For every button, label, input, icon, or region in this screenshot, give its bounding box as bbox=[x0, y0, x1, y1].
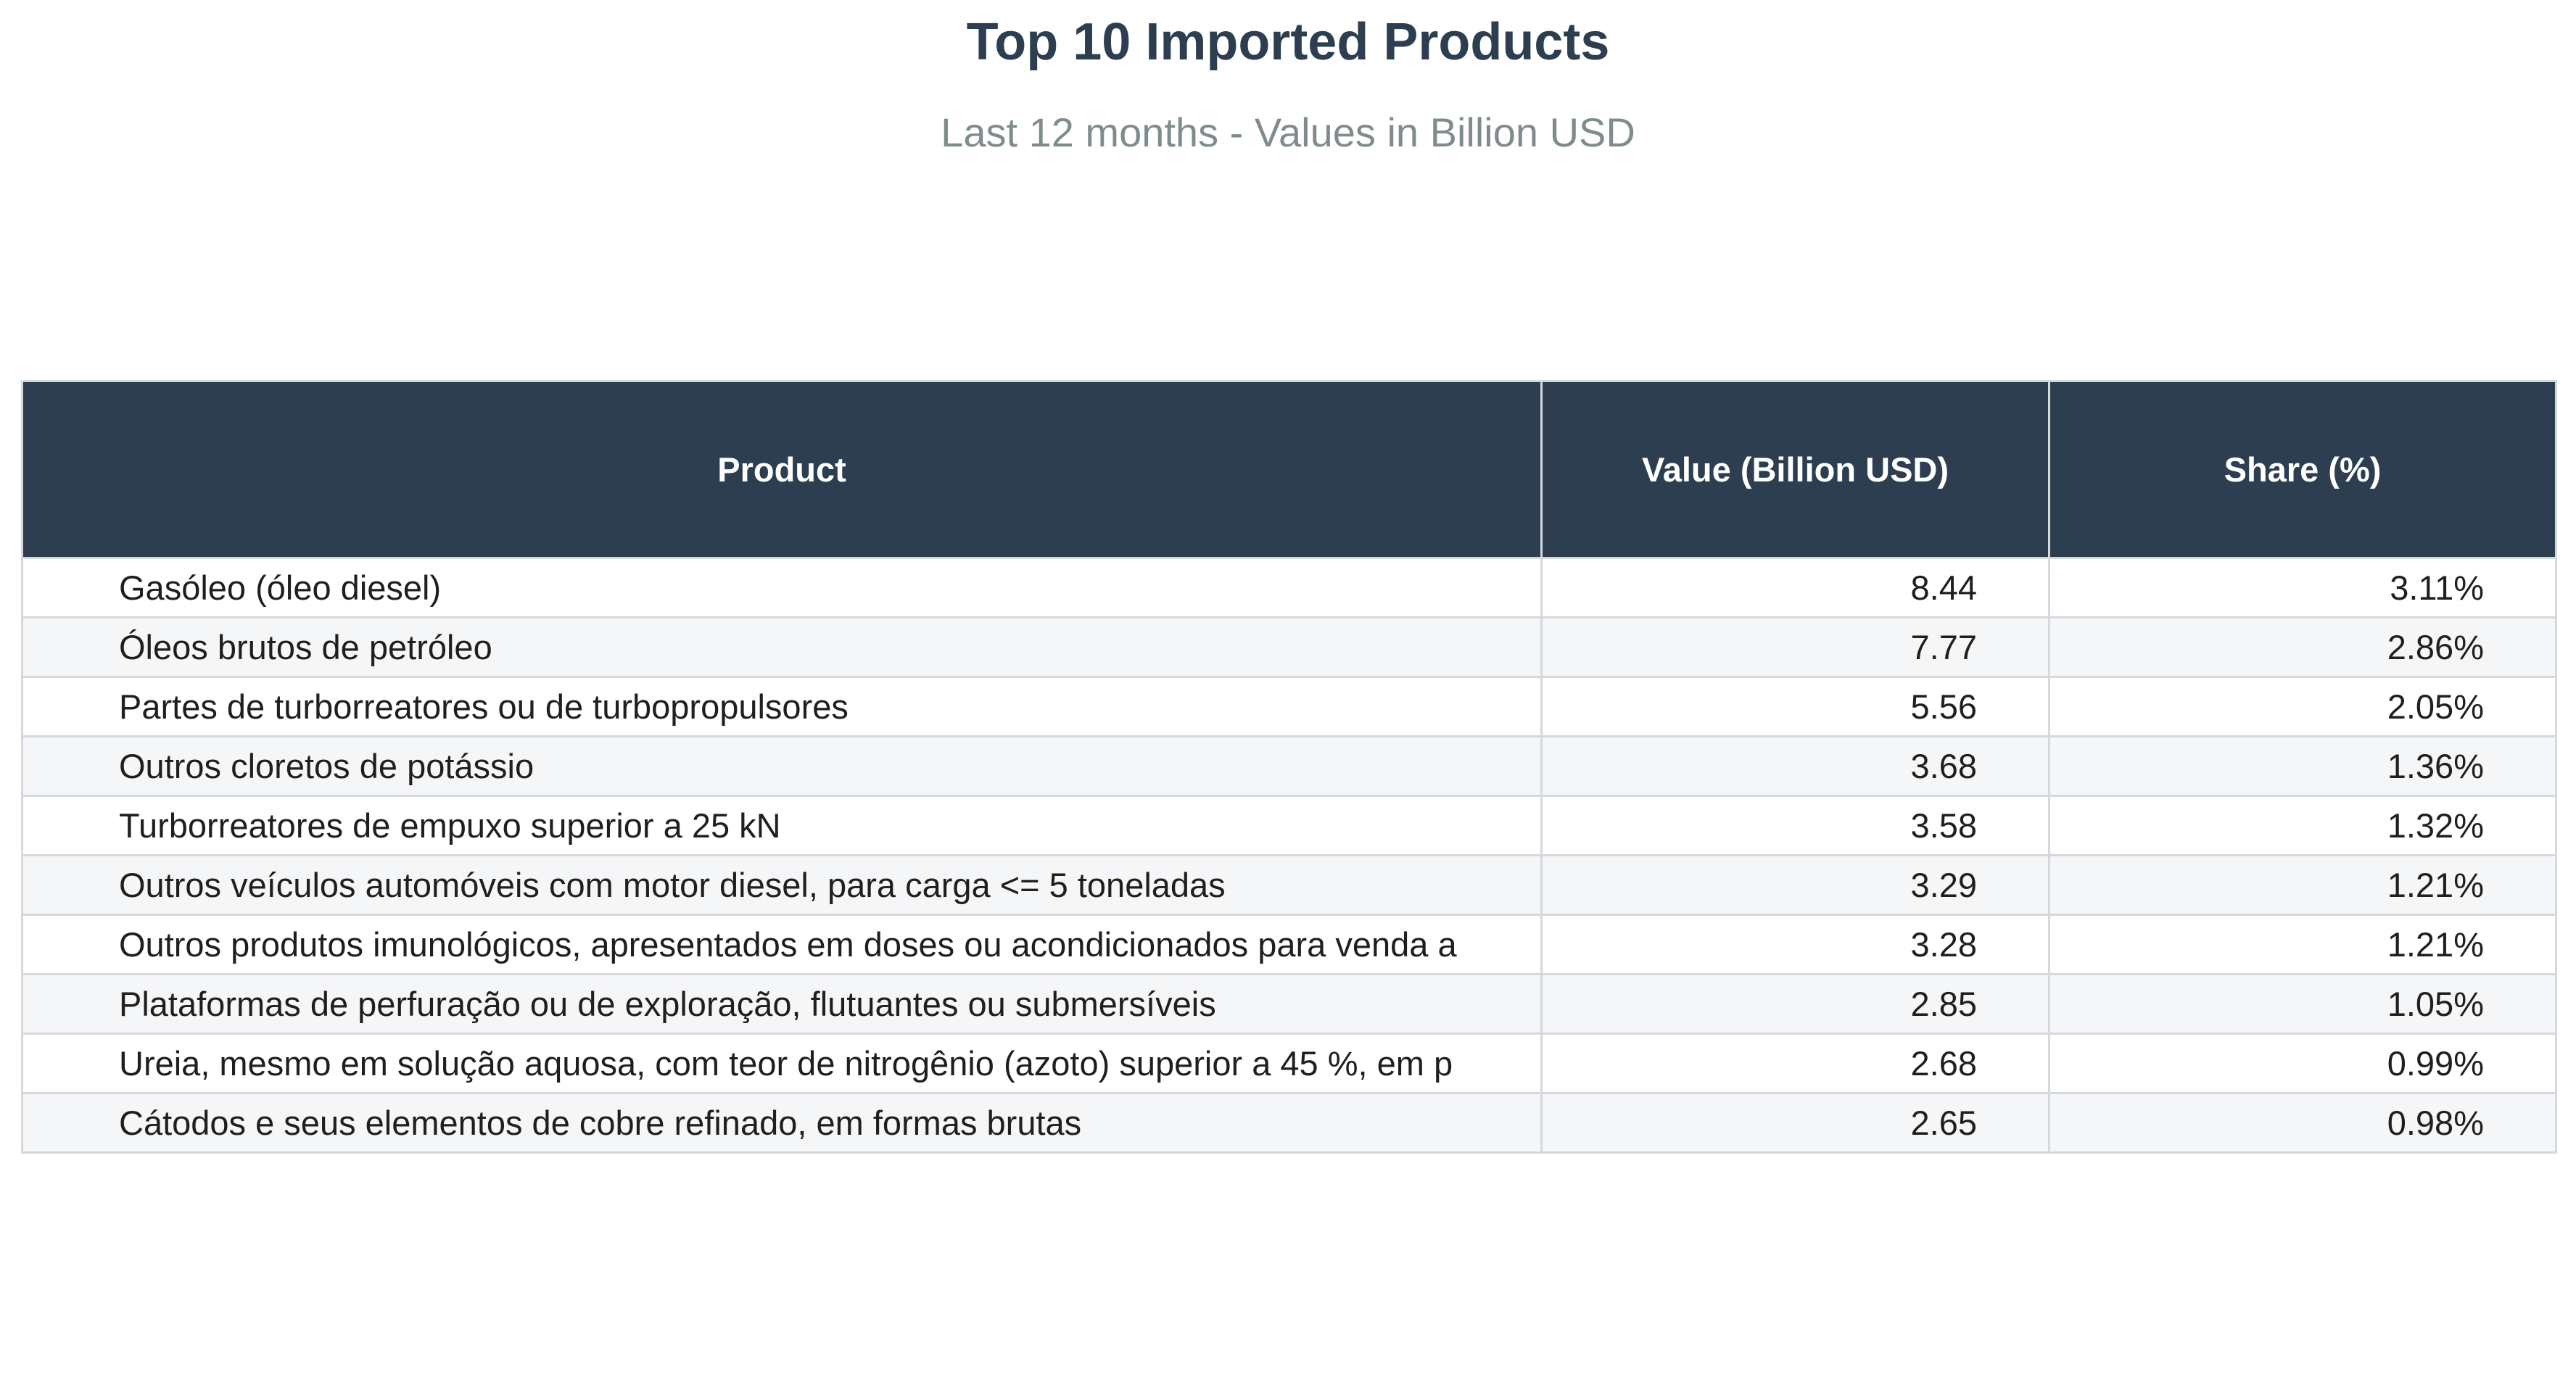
product-cell: Turborreatores de empuxo superior a 25 k… bbox=[21, 795, 1543, 856]
value-cell: 3.29 bbox=[1540, 854, 2050, 916]
imports-table: Product Value (Billion USD) Share (%) Ga… bbox=[21, 380, 2557, 1154]
chart-subtitle: Last 12 months - Values in Billion USD bbox=[941, 109, 1635, 155]
product-cell: Outros cloretos de potássio bbox=[21, 735, 1543, 797]
product-cell: Gasóleo (óleo diesel) bbox=[21, 557, 1543, 619]
share-cell: 1.36% bbox=[2048, 735, 2557, 797]
table-row: Cátodos e seus elementos de cobre refina… bbox=[21, 1092, 2557, 1154]
share-cell: 2.05% bbox=[2048, 676, 2557, 737]
table-row: Turborreatores de empuxo superior a 25 k… bbox=[21, 795, 2557, 856]
chart-title: Top 10 Imported Products bbox=[966, 13, 1610, 71]
value-cell: 3.58 bbox=[1540, 795, 2050, 856]
product-cell: Ureia, mesmo em solução aquosa, com teor… bbox=[21, 1033, 1543, 1094]
product-cell: Óleos brutos de petróleo bbox=[21, 616, 1543, 678]
share-cell: 1.32% bbox=[2048, 795, 2557, 856]
table-row: Partes de turborreatores ou de turboprop… bbox=[21, 676, 2557, 737]
column-header-value: Value (Billion USD) bbox=[1540, 380, 2050, 559]
value-cell: 7.77 bbox=[1540, 616, 2050, 678]
product-cell: Plataformas de perfuração ou de exploraç… bbox=[21, 973, 1543, 1035]
value-cell: 3.28 bbox=[1540, 914, 2050, 975]
share-cell: 2.86% bbox=[2048, 616, 2557, 678]
value-cell: 2.68 bbox=[1540, 1033, 2050, 1094]
table-row: Outros veículos automóveis com motor die… bbox=[21, 854, 2557, 916]
value-cell: 2.65 bbox=[1540, 1092, 2050, 1154]
value-cell: 3.68 bbox=[1540, 735, 2050, 797]
share-cell: 1.21% bbox=[2048, 914, 2557, 975]
product-cell: Outros produtos imunológicos, apresentad… bbox=[21, 914, 1543, 975]
value-cell: 8.44 bbox=[1540, 557, 2050, 619]
share-cell: 0.99% bbox=[2048, 1033, 2557, 1094]
share-cell: 3.11% bbox=[2048, 557, 2557, 619]
table-row: Gasóleo (óleo diesel) 8.44 3.11% bbox=[21, 557, 2557, 619]
table-row: Outros produtos imunológicos, apresentad… bbox=[21, 914, 2557, 975]
product-cell: Partes de turborreatores ou de turboprop… bbox=[21, 676, 1543, 737]
product-cell: Cátodos e seus elementos de cobre refina… bbox=[21, 1092, 1543, 1154]
value-cell: 5.56 bbox=[1540, 676, 2050, 737]
column-header-share: Share (%) bbox=[2048, 380, 2557, 559]
header-row: Product Value (Billion USD) Share (%) bbox=[21, 380, 2557, 559]
product-cell: Outros veículos automóveis com motor die… bbox=[21, 854, 1543, 916]
share-cell: 0.98% bbox=[2048, 1092, 2557, 1154]
share-cell: 1.05% bbox=[2048, 973, 2557, 1035]
table-body: Gasóleo (óleo diesel) 8.44 3.11% Óleos brut… bbox=[21, 557, 2557, 1154]
table-row: Plataformas de perfuração ou de exploraç… bbox=[21, 973, 2557, 1035]
value-cell: 2.85 bbox=[1540, 973, 2050, 1035]
table-header: Product Value (Billion USD) Share (%) bbox=[21, 380, 2557, 559]
table-row: Ureia, mesmo em solução aquosa, com teor… bbox=[21, 1033, 2557, 1094]
table-row: Óleos brutos de petróleo 7.77 2.86% bbox=[21, 616, 2557, 678]
share-cell: 1.21% bbox=[2048, 854, 2557, 916]
table-row: Outros cloretos de potássio 3.68 1.36% bbox=[21, 735, 2557, 797]
column-header-product: Product bbox=[21, 380, 1543, 559]
